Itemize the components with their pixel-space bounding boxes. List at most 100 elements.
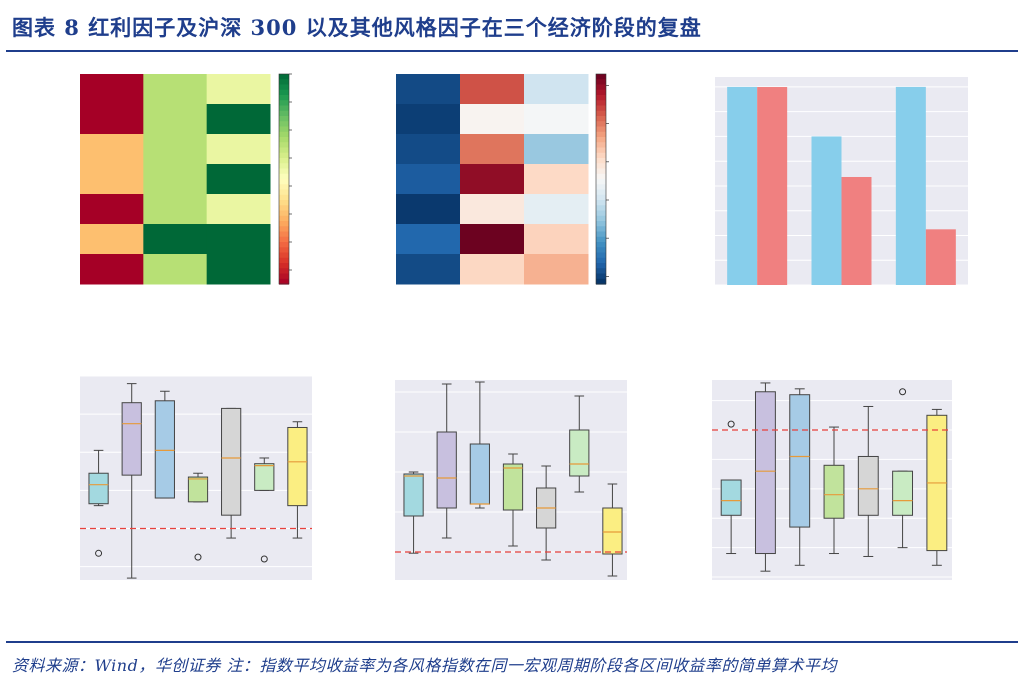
box-body bbox=[436, 431, 457, 509]
colorbar-segment bbox=[279, 242, 289, 248]
header-rule bbox=[6, 50, 1018, 52]
report-header: 图表 8 红利因子及沪深 300 以及其他风格因子在三个经济阶段的复盘 bbox=[0, 0, 1024, 52]
colorbar-segment bbox=[596, 184, 606, 191]
bar-average-days bbox=[925, 229, 956, 285]
colorbar-segment bbox=[596, 142, 606, 149]
colorbar-segment bbox=[596, 215, 606, 222]
heatmap-cell bbox=[80, 194, 144, 225]
heatmap-cell bbox=[524, 194, 589, 225]
colorbar-segment bbox=[279, 179, 289, 185]
colorbar-segment bbox=[279, 147, 289, 154]
box-body bbox=[187, 476, 209, 503]
colorbar-segment bbox=[596, 147, 606, 154]
box-body bbox=[602, 507, 623, 555]
bar-period-count bbox=[727, 86, 758, 286]
heatmap-cell bbox=[460, 224, 525, 255]
heatmap-cell bbox=[524, 224, 589, 255]
colorbar-segment bbox=[596, 268, 606, 275]
colorbar-segment bbox=[596, 210, 606, 217]
heatmap-cell bbox=[396, 164, 461, 195]
colorbar-segment bbox=[596, 79, 606, 86]
colorbar-segment bbox=[596, 247, 606, 254]
colorbar-segment bbox=[279, 200, 289, 206]
heatmap-cell bbox=[206, 164, 271, 195]
colorbar-segment bbox=[596, 205, 606, 212]
heatmap-cell bbox=[524, 104, 589, 135]
colorbar-segment bbox=[596, 89, 606, 96]
colorbar-segment bbox=[596, 116, 606, 122]
heatmap-cell bbox=[143, 224, 208, 255]
colorbar-segment bbox=[596, 221, 606, 227]
heatmap-cell bbox=[143, 104, 208, 135]
colorbar-segment bbox=[279, 205, 289, 212]
colorbar-segment bbox=[596, 252, 606, 259]
colorbar-segment bbox=[279, 121, 289, 128]
colorbar-segment bbox=[596, 105, 606, 112]
colorbar-segment bbox=[279, 74, 289, 80]
heatmap-cell bbox=[206, 224, 271, 255]
colorbar-segment bbox=[279, 158, 289, 164]
box-body bbox=[88, 472, 109, 505]
colorbar-segment bbox=[596, 121, 606, 128]
colorbar-segment bbox=[596, 152, 606, 159]
boxplot-overheat-recovery bbox=[395, 380, 627, 580]
colorbar-segment bbox=[279, 247, 289, 254]
heatmap-cell bbox=[206, 134, 271, 165]
colorbar-segment bbox=[279, 79, 289, 86]
colorbar-segment bbox=[279, 226, 289, 233]
box-body bbox=[221, 407, 242, 516]
colorbar-segment bbox=[596, 231, 606, 238]
heatmap-cell bbox=[396, 74, 461, 105]
colorbar-segment bbox=[279, 95, 289, 101]
heatmap-cell bbox=[460, 254, 525, 285]
colorbar-segment bbox=[279, 210, 289, 217]
heatmap-cell bbox=[460, 194, 525, 225]
heatmap-cell bbox=[460, 74, 525, 105]
colorbar-segment bbox=[596, 242, 606, 248]
box-outlier bbox=[260, 555, 268, 563]
box-body bbox=[823, 464, 845, 519]
colorbar-segment bbox=[279, 168, 289, 175]
bar-period-count bbox=[811, 136, 842, 285]
heatmap-cell bbox=[143, 164, 208, 195]
colorbar-segment bbox=[279, 252, 289, 259]
colorbar-segment bbox=[279, 152, 289, 159]
colorbar-segment bbox=[279, 236, 289, 243]
colorbar-segment bbox=[596, 84, 606, 91]
heatmap-cell bbox=[80, 134, 144, 165]
heatmap-cell bbox=[524, 74, 589, 105]
colorbar-segment bbox=[279, 278, 289, 285]
colorbar-segment bbox=[596, 126, 606, 133]
box-body bbox=[789, 394, 811, 528]
colorbar-segment bbox=[279, 100, 289, 107]
colorbar-segment bbox=[596, 263, 606, 269]
box-outlier bbox=[899, 388, 907, 396]
colorbar-segment bbox=[596, 236, 606, 243]
colorbar-segment bbox=[279, 163, 289, 170]
colorbar-segment bbox=[279, 110, 289, 117]
heatmap-cell bbox=[80, 254, 144, 285]
bar-average-days bbox=[841, 176, 872, 285]
colorbar-segment bbox=[279, 231, 289, 238]
colorbar-segment bbox=[279, 215, 289, 222]
heatmap-cell bbox=[460, 134, 525, 165]
heatmap-cell bbox=[206, 74, 271, 105]
colorbar-segment bbox=[279, 221, 289, 227]
colorbar-segment bbox=[596, 257, 606, 264]
heatmap-cell bbox=[80, 224, 144, 255]
colorbar-segment bbox=[596, 194, 606, 201]
bar-average-days bbox=[757, 87, 788, 285]
figure-title: 图表 8 红利因子及沪深 300 以及其他风格因子在三个经济阶段的复盘 bbox=[12, 15, 702, 40]
heatmap-cell bbox=[460, 164, 525, 195]
colorbar-segment bbox=[279, 194, 289, 201]
heatmap-cell bbox=[396, 224, 461, 255]
box-body bbox=[502, 463, 524, 511]
heatmap-cell bbox=[80, 74, 144, 105]
colorbar-frame bbox=[595, 73, 607, 285]
colorbar-segment bbox=[596, 163, 606, 170]
bar-chart-period-stats bbox=[715, 77, 968, 286]
colorbar-segment bbox=[596, 179, 606, 185]
heatmap-cell bbox=[206, 194, 271, 225]
colorbar-segment bbox=[279, 137, 289, 143]
